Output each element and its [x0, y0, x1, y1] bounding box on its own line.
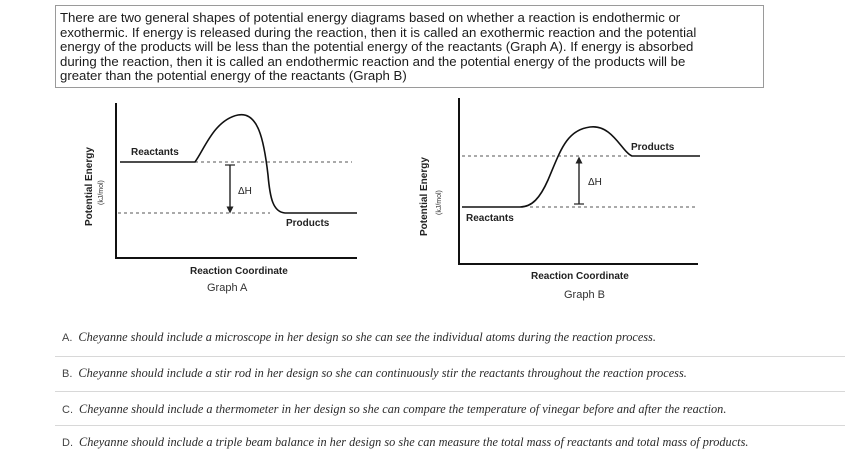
graph-a-caption: Graph A	[207, 282, 248, 294]
graph-b-x-axis-label: Reaction Coordinate	[531, 271, 629, 282]
choice-a[interactable]: A. Cheyanne should include a microscope i…	[62, 330, 656, 345]
choice-d[interactable]: D. Cheyanne should include a triple beam …	[62, 435, 748, 450]
choice-a-letter: A.	[62, 332, 73, 344]
passage-line-1: There are two general shapes of potentia…	[60, 10, 681, 25]
graph-b-caption: Graph B	[564, 289, 605, 301]
passage-line-3: energy of the products will be less than…	[60, 39, 694, 55]
choice-c[interactable]: C. Cheyanne should include a thermometer …	[62, 402, 726, 417]
choice-b-text: Cheyanne should include a stir rod in he…	[78, 366, 687, 380]
passage-box: There are two general shapes of potentia…	[55, 5, 764, 88]
graph-b-energy-curve	[462, 126, 700, 208]
graph-a-products-label: Products	[286, 218, 330, 229]
choice-d-text: Cheyanne should include a triple beam ba…	[79, 435, 749, 449]
passage-line-5: greater than the potential energy of the…	[60, 68, 407, 84]
graph-a-y-axis-unit: (kJ/mol)	[98, 180, 105, 205]
graph-a-x-axis-label: Reaction Coordinate	[190, 266, 288, 277]
choice-d-letter: D.	[62, 437, 73, 449]
graph-b-y-axis-unit: (kJ/mol)	[436, 190, 443, 215]
choice-divider-1	[55, 356, 845, 357]
graph-a-energy-curve	[120, 113, 357, 214]
graph-b-y-axis-label: Potential Energy	[419, 157, 430, 236]
graph-a-y-axis-label: Potential Energy	[84, 147, 95, 226]
graph-b: ΔH Reactants Products Potential Energy (…	[419, 98, 700, 301]
graph-a-delta-h-label: ΔH	[238, 186, 252, 197]
graph-b-delta-h-label: ΔH	[588, 177, 602, 188]
choice-b[interactable]: B. Cheyanne should include a stir rod in …	[62, 366, 687, 381]
choice-c-text: Cheyanne should include a thermometer in…	[79, 402, 727, 416]
graph-b-products-label: Products	[631, 142, 675, 153]
passage-line-2: exothermic. If energy is released during…	[60, 24, 697, 40]
choice-divider-2	[55, 391, 845, 392]
choice-b-letter: B.	[62, 368, 73, 380]
graph-a: ΔH Reactants Products Potential Energy (…	[84, 103, 357, 294]
choice-divider-3	[55, 425, 845, 426]
graph-b-reactants-label: Reactants	[466, 213, 514, 224]
passage-line-4: during the reaction, then it is called a…	[60, 53, 686, 69]
choice-c-letter: C.	[62, 404, 73, 416]
graph-a-reactants-label: Reactants	[131, 147, 179, 158]
choice-a-text: Cheyanne should include a microscope in …	[78, 330, 656, 344]
